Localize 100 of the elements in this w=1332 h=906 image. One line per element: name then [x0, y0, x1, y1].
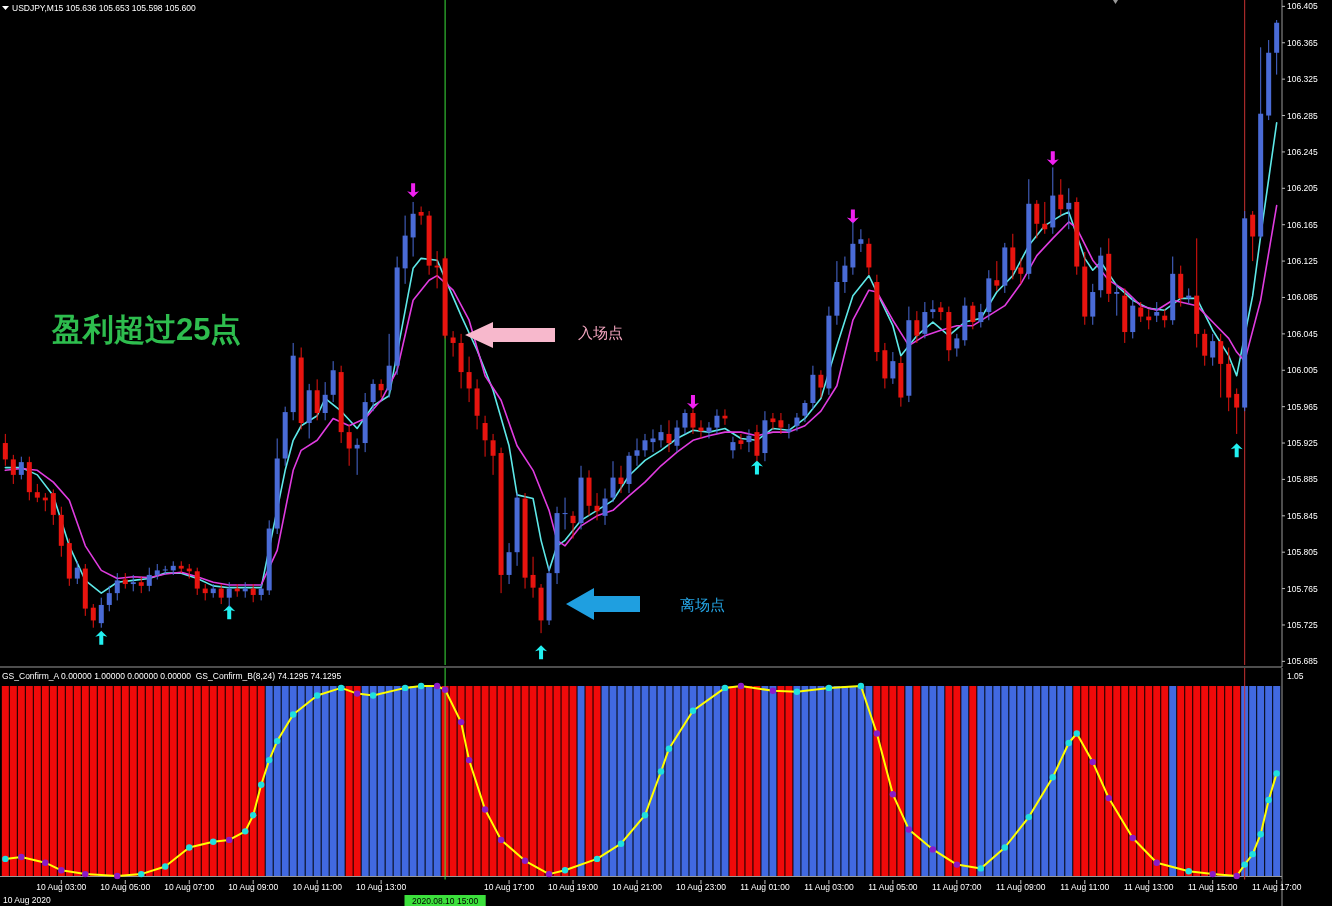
text: 10 Aug 2020: [3, 895, 52, 905]
candlestick: [754, 424, 760, 462]
y-tick-label: 105.885: [1287, 474, 1318, 485]
candlestick: [250, 583, 256, 603]
x-tick-label: 10 Aug 09:00: [228, 882, 279, 892]
point: [95, 630, 108, 645]
y-tick-label: 106.245: [1287, 146, 1318, 157]
candlestick: [610, 460, 616, 503]
candlestick: [34, 483, 40, 503]
candlestick: [746, 428, 752, 453]
candlestick: [490, 433, 496, 476]
candlestick: [714, 408, 720, 435]
x-tick-label: 11 Aug 09:00: [996, 882, 1046, 892]
x-tick-label: 10 Aug 23:00: [675, 882, 727, 892]
candlestick: [1250, 210, 1256, 262]
x-tick-label: 10 Aug 03:00: [36, 882, 87, 892]
point: [846, 209, 859, 224]
candlestick: [618, 465, 624, 494]
candlestick: [506, 542, 512, 585]
candlestick: [1210, 333, 1216, 367]
candlestick: [194, 567, 200, 596]
y-tick-label: 106.165: [1287, 219, 1318, 230]
x-tick-label: 11 Aug 03:00: [804, 882, 854, 892]
y-tick-label: 106.405: [1287, 1, 1318, 12]
candlestick: [90, 603, 96, 629]
candlestick: [1018, 257, 1024, 285]
candlestick: [594, 492, 600, 521]
y-tick-label: 106.365: [1287, 37, 1318, 48]
text: 1.05: [1287, 671, 1304, 681]
candlestick: [314, 378, 320, 421]
candlestick: [1034, 199, 1040, 239]
y-tick-label: 105.805: [1287, 547, 1318, 558]
point: [407, 183, 420, 198]
candlestick: [1234, 387, 1240, 435]
point: [223, 605, 236, 620]
candlestick: [370, 378, 376, 412]
candlestick: [650, 428, 656, 453]
candlestick: [1010, 233, 1016, 280]
y-tick-label: 106.205: [1287, 183, 1318, 194]
candlestick: [682, 408, 688, 435]
x-tick-label: 11 Aug 01:00: [740, 882, 790, 892]
candlestick: [1154, 301, 1160, 323]
candlestick: [562, 497, 568, 530]
x-tick-label: 10 Aug 21:00: [611, 882, 663, 892]
candlestick: [658, 424, 664, 449]
x-tick-label: 11 Aug 13:00: [1123, 882, 1174, 892]
candlestick: [1042, 201, 1048, 235]
candlestick: [10, 454, 16, 485]
candlestick: [690, 408, 696, 435]
candlestick: [978, 303, 984, 328]
chart-title: GS_Confirm_A 0.00000 1.00000 0.00000 0.00000 GS_Confirm_B(8,24) 74.1295 74.1295: [2, 671, 342, 681]
x-tick-label: 10 Aug 07:00: [164, 882, 215, 892]
candlestick: [930, 299, 936, 319]
x-tick-label: 10 Aug 19:00: [547, 882, 599, 892]
candlestick: [778, 412, 784, 435]
candlestick: [666, 419, 672, 453]
candlestick: [786, 423, 792, 439]
candlestick: [842, 256, 848, 294]
candlestick: [50, 488, 56, 526]
candlestick: [18, 456, 24, 480]
candlestick: [410, 201, 416, 258]
point: [750, 460, 763, 475]
candlestick: [938, 301, 944, 321]
x-tick-label: 11 Aug 05:00: [868, 882, 918, 892]
x-tick-label: 10 Aug 13:00: [356, 882, 407, 892]
candlestick: [570, 510, 576, 540]
y-tick-label: 106.085: [1287, 292, 1318, 303]
ref-line-label: 2020.08.10 15:00: [412, 895, 479, 906]
candlestick: [794, 412, 800, 432]
y-tick-label: 106.045: [1287, 328, 1318, 339]
candlestick: [818, 369, 824, 399]
y-tick-label: 106.005: [1287, 365, 1318, 376]
y-tick-label: 105.965: [1287, 401, 1318, 412]
candlestick: [970, 301, 976, 330]
candlestick: [1058, 178, 1064, 217]
candlestick: [850, 221, 856, 276]
candlestick: [218, 583, 224, 605]
candlestick: [1138, 301, 1144, 323]
x-tick-label: 10 Aug 05:00: [100, 882, 151, 892]
y-tick-label: 105.765: [1287, 583, 1318, 594]
x-tick-label: 11 Aug 17:00: [1251, 882, 1302, 892]
annotation: 离场点: [680, 596, 725, 613]
candlestick: [74, 560, 80, 585]
candlestick: [914, 310, 920, 344]
candlestick: [730, 436, 736, 459]
candlestick: [418, 206, 424, 226]
candlestick: [858, 228, 864, 253]
candlestick: [226, 581, 232, 608]
candlestick: [1114, 283, 1120, 317]
candlestick: [346, 424, 352, 467]
y-tick-label: 105.845: [1287, 510, 1318, 521]
candlestick: [770, 412, 776, 430]
candlestick: [378, 378, 384, 399]
candlestick: [322, 381, 328, 421]
candlestick: [674, 419, 680, 453]
candlestick: [482, 415, 488, 458]
point: [686, 395, 699, 410]
candlestick: [530, 556, 536, 599]
candlestick: [954, 333, 960, 358]
point: [535, 645, 548, 660]
